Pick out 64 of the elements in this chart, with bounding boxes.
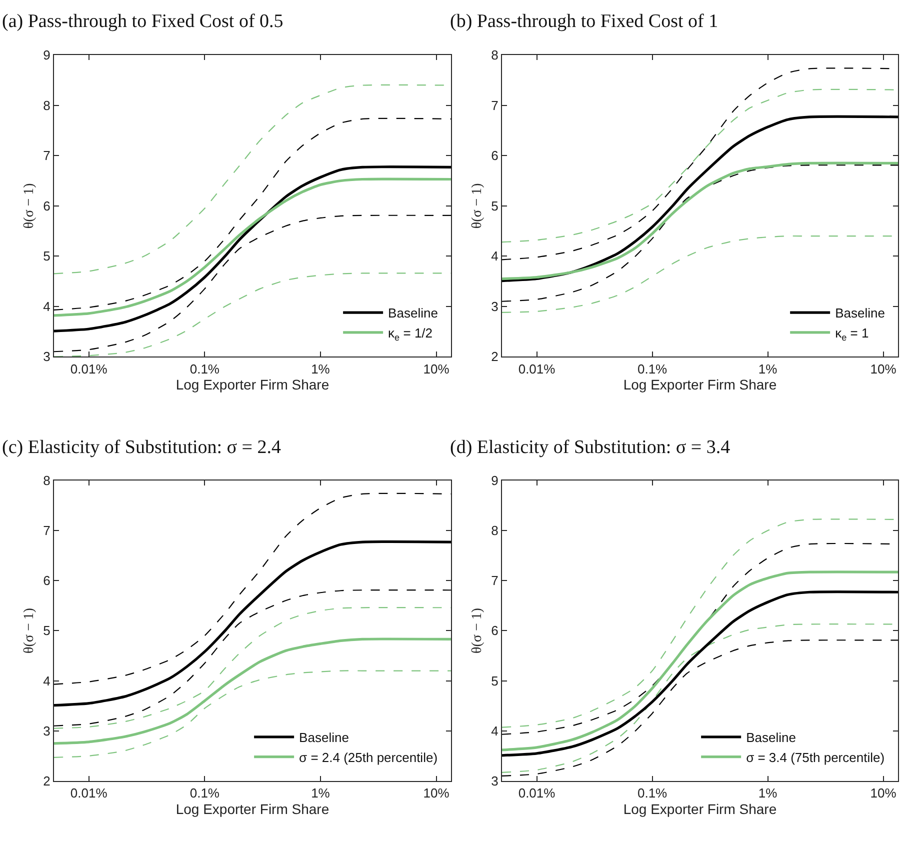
chart-title: (a) Pass-through to Fixed Cost of 0.5 (2, 11, 284, 32)
y-tick-label: 6 (491, 148, 498, 164)
x-tick-label: 10% (423, 361, 450, 376)
x-tick-label: 0.01% (518, 361, 556, 376)
x-tick-label: 0.1% (637, 786, 668, 801)
y-tick-label: 7 (43, 148, 50, 164)
y-tick-label: 3 (491, 774, 498, 789)
y-tick-label: 6 (43, 573, 50, 588)
y-tick-label: 4 (43, 298, 50, 314)
legend-label: Baseline (388, 306, 438, 321)
y-tick-label: 8 (491, 523, 498, 538)
y-tick-label: 2 (43, 774, 50, 789)
legend-label: σ = 2.4 (25th percentile) (299, 750, 438, 765)
y-axis-title: θ(σ − 1) (470, 608, 485, 654)
y-tick-label: 9 (43, 48, 50, 63)
x-tick-label: 1% (311, 786, 330, 801)
y-axis-title: θ(σ − 1) (22, 608, 37, 654)
y-axis-title: θ(σ − 1) (22, 182, 37, 229)
x-axis-title: Log Exporter Firm Share (623, 376, 777, 393)
x-tick-label: 10% (423, 786, 450, 801)
y-tick-label: 5 (491, 673, 498, 688)
legend-label: σ = 3.4 (75th percentile) (746, 750, 885, 765)
x-tick-label: 10% (870, 786, 897, 801)
y-tick-label: 3 (43, 349, 50, 364)
chart-title: (d) Elasticity of Substitution: σ = 3.4 (450, 437, 731, 458)
legend-label: κ$_{e}$ = 1/2 (388, 326, 433, 342)
legend-label: Baseline (835, 306, 885, 321)
y-tick-label: 6 (491, 623, 498, 638)
x-tick-label: 0.1% (637, 361, 668, 376)
chart-title: (c) Elasticity of Substitution: σ = 2.4 (2, 437, 282, 458)
x-tick-label: 1% (758, 786, 778, 801)
x-tick-label: 0.01% (70, 361, 108, 376)
y-tick-label: 9 (491, 472, 498, 488)
y-tick-label: 3 (491, 298, 498, 314)
x-tick-label: 1% (758, 361, 778, 376)
y-axis-title: θ(σ − 1) (470, 182, 485, 229)
x-tick-label: 1% (311, 361, 330, 376)
x-tick-label: 0.01% (518, 786, 556, 801)
y-tick-label: 8 (43, 472, 50, 488)
y-tick-label: 8 (43, 98, 50, 113)
y-tick-label: 3 (43, 723, 50, 738)
y-tick-label: 7 (491, 573, 498, 588)
chart-title: (b) Pass-through to Fixed Cost of 1 (450, 11, 718, 32)
x-tick-label: 0.1% (190, 361, 220, 376)
y-tick-label: 2 (491, 349, 498, 364)
y-tick-label: 6 (43, 198, 50, 214)
x-axis-title: Log Exporter Firm Share (623, 800, 777, 817)
legend-label: Baseline (746, 730, 796, 745)
y-tick-label: 4 (491, 723, 498, 738)
x-tick-label: 0.1% (190, 786, 220, 801)
y-tick-label: 4 (491, 248, 498, 264)
x-axis-title: Log Exporter Firm Share (176, 376, 330, 393)
y-tick-label: 4 (43, 673, 50, 688)
legend-label: κ$_{e}$ = 1 (835, 326, 869, 342)
y-tick-label: 5 (43, 248, 50, 264)
y-tick-label: 5 (43, 623, 50, 638)
y-tick-label: 8 (491, 48, 498, 63)
x-tick-label: 10% (870, 361, 897, 376)
x-tick-label: 0.01% (70, 786, 108, 801)
y-tick-label: 7 (491, 98, 498, 113)
legend-label: Baseline (299, 730, 349, 745)
y-tick-label: 5 (491, 198, 498, 214)
x-axis-title: Log Exporter Firm Share (176, 800, 330, 817)
y-tick-label: 7 (43, 523, 50, 538)
